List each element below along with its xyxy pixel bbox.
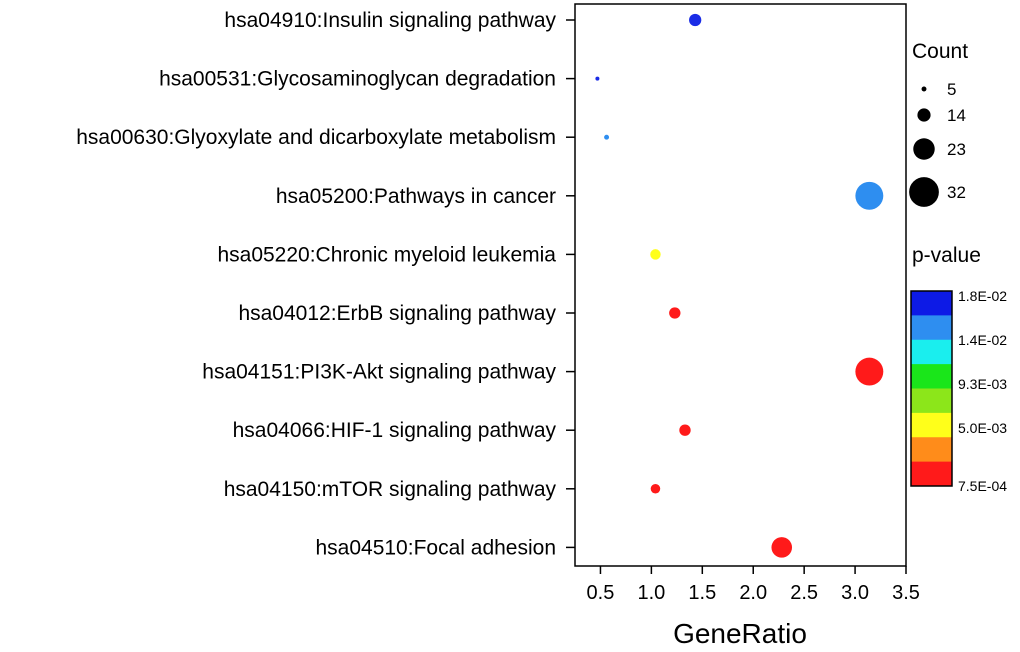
y-category-label: hsa04012:ErbB signaling pathway bbox=[238, 302, 556, 325]
count-legend-dot bbox=[913, 138, 935, 160]
count-legend-dot bbox=[909, 177, 939, 207]
colorbar bbox=[911, 291, 952, 487]
plot-frame bbox=[574, 3, 907, 567]
colorbar-band bbox=[911, 339, 952, 365]
x-tick-label: 2.5 bbox=[790, 582, 818, 604]
y-category-label: hsa00630:Glyoxylate and dicarboxylate me… bbox=[76, 126, 556, 149]
data-point bbox=[595, 76, 600, 81]
colorbar-ticks: 1.8E-02 1.4E-02 9.3E-03 5.0E-03 7.5E-04 bbox=[958, 288, 1007, 494]
y-category-label: hsa04910:Insulin signaling pathway bbox=[224, 9, 556, 32]
colorbar-tick-label: 7.5E-04 bbox=[958, 478, 1007, 494]
count-legend-label: 5 bbox=[947, 80, 956, 99]
pvalue-legend-title: p-value bbox=[912, 244, 981, 267]
data-point bbox=[771, 537, 793, 558]
y-axis: hsa04910:Insulin signaling pathway hsa005… bbox=[76, 9, 575, 559]
y-category-label: hsa05200:Pathways in cancer bbox=[276, 185, 556, 208]
pvalue-legend: p-value 1.8E-02 1.4E-02 9.3E-03 5.0E-03 7.5E… bbox=[910, 244, 1007, 494]
data-point bbox=[855, 357, 884, 386]
count-legend-label: 32 bbox=[947, 183, 966, 202]
colorbar-tick-label: 1.8E-02 bbox=[958, 288, 1007, 304]
colorbar-band bbox=[911, 437, 952, 463]
x-axis-title: GeneRatio bbox=[673, 618, 807, 649]
colorbar-tick-label: 9.3E-03 bbox=[958, 376, 1007, 392]
count-legend-label: 23 bbox=[947, 140, 966, 159]
x-tick-label: 1.5 bbox=[688, 582, 716, 604]
x-axis: 0.5 1.0 1.5 2.0 2.5 3.0 3.5 bbox=[587, 566, 920, 604]
colorbar-band bbox=[911, 315, 952, 341]
data-points bbox=[595, 13, 884, 558]
data-point bbox=[689, 13, 702, 27]
y-category-label: hsa04150:mTOR signaling pathway bbox=[224, 478, 557, 501]
y-category-label: hsa04066:HIF-1 signaling pathway bbox=[233, 419, 557, 442]
data-point bbox=[650, 249, 661, 260]
colorbar-band bbox=[911, 412, 952, 438]
count-legend-title: Count bbox=[912, 40, 968, 63]
count-legend-dot bbox=[921, 86, 927, 92]
data-point bbox=[669, 307, 681, 319]
count-legend-dot bbox=[917, 108, 931, 122]
colorbar-band bbox=[911, 291, 952, 316]
y-category-label: hsa04151:PI3K-Akt signaling pathway bbox=[202, 361, 556, 384]
data-point bbox=[679, 424, 691, 436]
x-tick-label: 1.0 bbox=[637, 582, 665, 604]
x-tick-label: 3.0 bbox=[841, 582, 869, 604]
colorbar-tick-label: 5.0E-03 bbox=[958, 420, 1007, 436]
x-tick-label: 3.5 bbox=[892, 582, 920, 604]
colorbar-band bbox=[911, 388, 952, 414]
y-category-label: hsa00531:Glycosaminoglycan degradation bbox=[159, 68, 556, 91]
colorbar-frame bbox=[910, 290, 953, 487]
colorbar-band bbox=[911, 461, 952, 487]
count-legend-label: 14 bbox=[947, 106, 966, 125]
data-point bbox=[604, 134, 610, 140]
colorbar-tick-label: 1.4E-02 bbox=[958, 332, 1007, 348]
x-tick-label: 0.5 bbox=[587, 582, 615, 604]
data-point bbox=[855, 181, 884, 210]
y-category-label: hsa05220:Chronic myeloid leukemia bbox=[217, 243, 556, 266]
x-tick-label: 2.0 bbox=[739, 582, 767, 604]
y-category-label: hsa04510:Focal adhesion bbox=[315, 536, 556, 559]
data-point bbox=[650, 484, 661, 494]
colorbar-band bbox=[911, 364, 952, 389]
count-legend: Count 5 14 23 32 bbox=[909, 40, 968, 207]
